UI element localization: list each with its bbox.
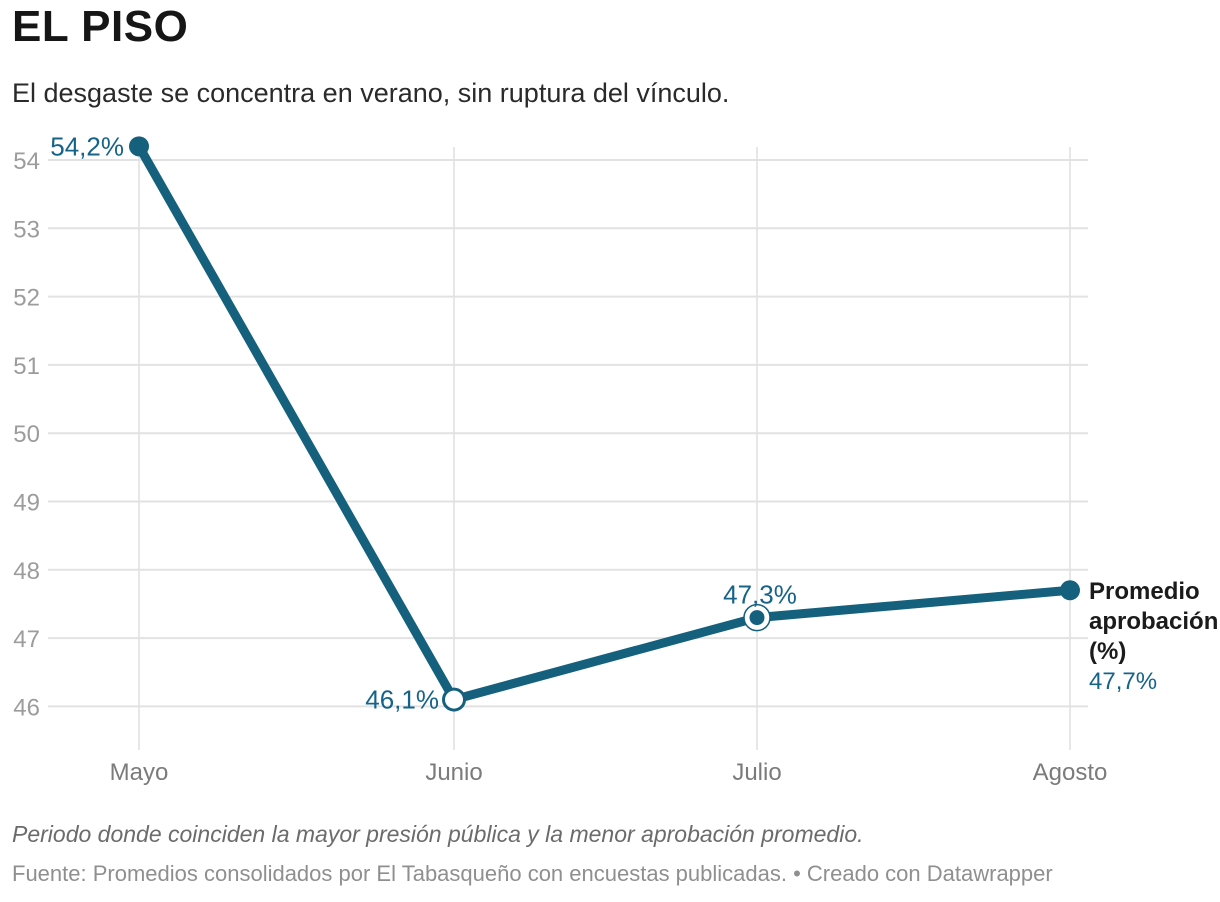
value-label-junio: 46,1% [365,685,439,715]
y-tick-label-52: 52 [13,285,40,312]
x-axis-label-agosto: Agosto [1033,759,1108,786]
chart-subtitle: El desgaste se concentra en verano, sin … [12,78,730,108]
series-name: Promedio aprobación (%) [1089,578,1219,665]
y-tick-label-49: 49 [13,490,40,517]
chart-footnote: Periodo donde coinciden la mayor presión… [12,821,864,847]
data-point-mayo [129,136,149,157]
data-point-julio-ring [743,603,771,632]
y-tick-label-50: 50 [13,421,40,448]
chart-title: EL PISO [12,2,189,51]
x-axis-label-mayo: Mayo [110,759,169,786]
y-tick-label-46: 46 [13,694,40,721]
line-chart: 46 47 48 49 50 51 52 53 54 Mayo Junio Julio Agosto 54… [0,130,1220,790]
series-legend: Promedio aprobación (%) 47,7% [1089,577,1219,697]
series-last-value: 47,7% [1089,668,1158,695]
data-point-julio [749,610,765,626]
data-point-agosto [1060,580,1080,601]
y-tick-label-53: 53 [13,216,40,243]
data-point-junio [442,687,466,712]
series-line [134,141,1075,705]
y-tick-label-54: 54 [13,148,40,175]
y-tick-label-48: 48 [13,558,40,585]
source-line: Fuente: Promedios consolidados por El Ta… [12,861,1053,886]
x-axis-label-junio: Junio [425,759,482,786]
value-label-julio: 47,3% [723,580,797,610]
line-chart-canvas: 46 47 48 49 50 51 52 53 54 Mayo Junio Julio Agosto 54… [13,131,1108,786]
y-tick-label-51: 51 [13,353,40,380]
x-axis-label-julio: Julio [732,759,781,786]
value-label-mayo: 54,2% [50,131,124,161]
y-tick-label-47: 47 [13,626,40,653]
